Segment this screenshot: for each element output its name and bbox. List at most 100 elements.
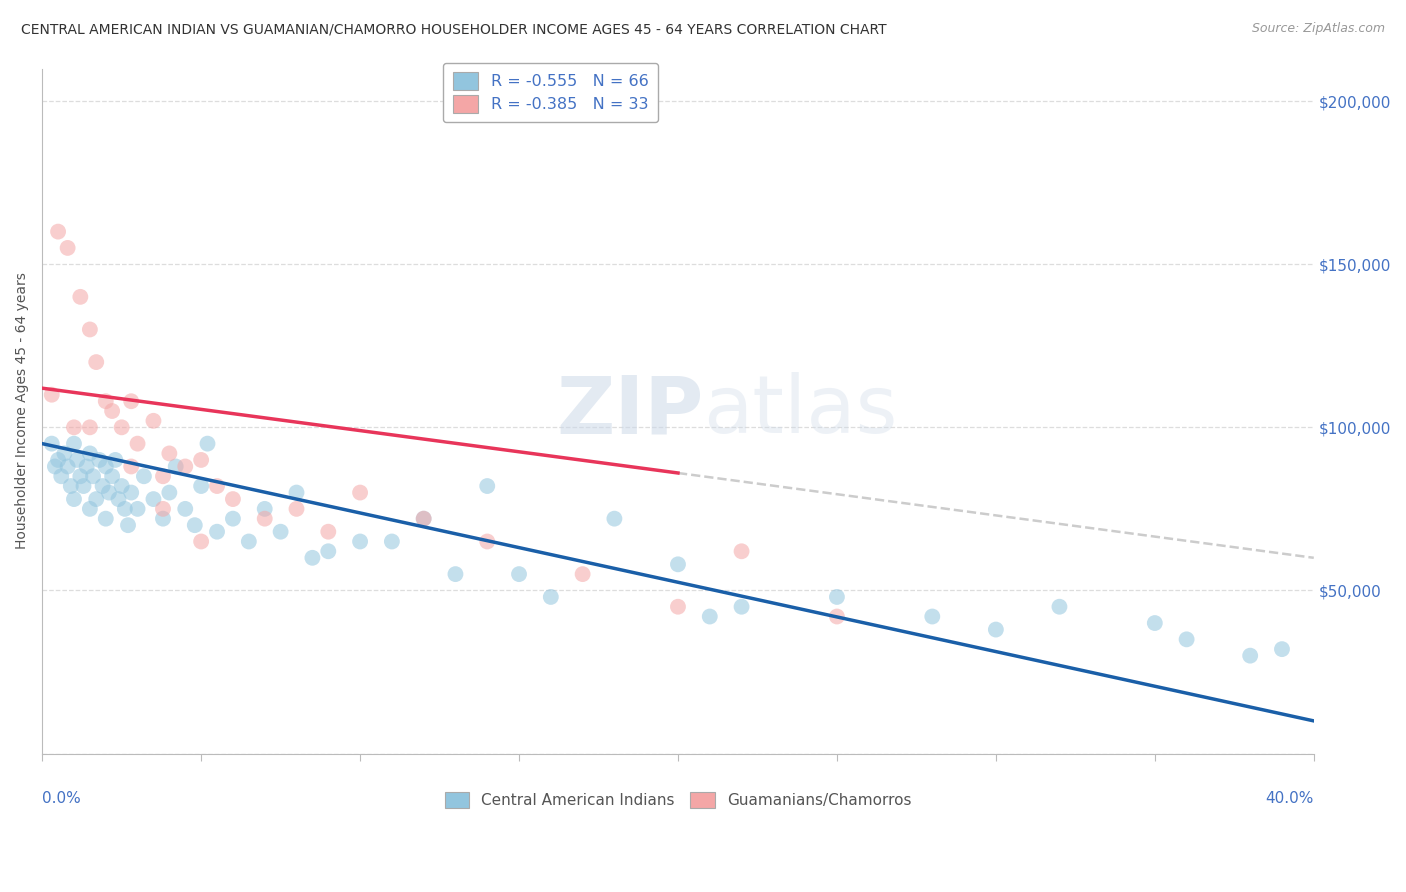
- Point: [82, 469, 104, 483]
- Point: [63, 492, 86, 507]
- Point: [120, 485, 142, 500]
- Point: [63, 436, 86, 450]
- Point: [1175, 632, 1198, 647]
- Point: [114, 501, 136, 516]
- Point: [132, 469, 155, 483]
- Point: [101, 404, 124, 418]
- Point: [603, 511, 626, 525]
- Point: [349, 485, 371, 500]
- Point: [51, 469, 73, 483]
- Point: [1271, 642, 1294, 657]
- Point: [84, 355, 107, 369]
- Point: [46, 225, 69, 239]
- Point: [253, 501, 276, 516]
- Point: [89, 453, 111, 467]
- Point: [127, 501, 149, 516]
- Point: [730, 599, 752, 614]
- Point: [349, 534, 371, 549]
- Point: [79, 322, 101, 336]
- Point: [94, 459, 117, 474]
- Point: [270, 524, 292, 539]
- Point: [53, 446, 76, 460]
- Point: [1143, 615, 1166, 630]
- Point: [666, 599, 689, 614]
- Text: ZIP: ZIP: [557, 372, 703, 450]
- Point: [72, 479, 94, 493]
- Point: [41, 387, 63, 401]
- Point: [921, 609, 943, 624]
- Point: [316, 524, 339, 539]
- Point: [316, 544, 339, 558]
- Point: [79, 501, 101, 516]
- Point: [44, 459, 66, 474]
- Point: [104, 453, 127, 467]
- Point: [666, 558, 689, 572]
- Point: [66, 453, 89, 467]
- Point: [142, 414, 165, 428]
- Text: 40.0%: 40.0%: [1265, 791, 1313, 806]
- Point: [111, 420, 134, 434]
- Text: CENTRAL AMERICAN INDIAN VS GUAMANIAN/CHAMORRO HOUSEHOLDER INCOME AGES 45 - 64 YE: CENTRAL AMERICAN INDIAN VS GUAMANIAN/CHA…: [21, 22, 887, 37]
- Point: [540, 590, 562, 604]
- Point: [79, 446, 101, 460]
- Point: [56, 459, 79, 474]
- Point: [222, 511, 245, 525]
- Point: [190, 453, 212, 467]
- Point: [477, 534, 499, 549]
- Point: [1049, 599, 1071, 614]
- Point: [190, 479, 212, 493]
- Point: [174, 459, 197, 474]
- Point: [412, 511, 434, 525]
- Point: [69, 469, 91, 483]
- Point: [197, 436, 219, 450]
- Point: [825, 609, 848, 624]
- Point: [142, 492, 165, 507]
- Point: [412, 511, 434, 525]
- Point: [152, 511, 174, 525]
- Point: [477, 479, 499, 493]
- Point: [107, 492, 129, 507]
- Point: [120, 459, 142, 474]
- Point: [184, 518, 207, 533]
- Point: [508, 567, 530, 582]
- Point: [94, 511, 117, 525]
- Point: [63, 420, 86, 434]
- Point: [91, 479, 114, 493]
- Point: [825, 590, 848, 604]
- Point: [205, 524, 228, 539]
- Point: [190, 534, 212, 549]
- Point: [41, 436, 63, 450]
- Y-axis label: Householder Income Ages 45 - 64 years: Householder Income Ages 45 - 64 years: [15, 273, 30, 549]
- Legend: Central American Indians, Guamanians/Chamorros: Central American Indians, Guamanians/Cha…: [439, 786, 917, 814]
- Point: [205, 479, 228, 493]
- Point: [285, 501, 308, 516]
- Point: [152, 501, 174, 516]
- Text: Source: ZipAtlas.com: Source: ZipAtlas.com: [1251, 22, 1385, 36]
- Point: [117, 518, 139, 533]
- Point: [174, 501, 197, 516]
- Point: [84, 492, 107, 507]
- Point: [157, 485, 180, 500]
- Point: [94, 394, 117, 409]
- Point: [238, 534, 260, 549]
- Point: [571, 567, 593, 582]
- Point: [101, 469, 124, 483]
- Point: [111, 479, 134, 493]
- Point: [730, 544, 752, 558]
- Point: [127, 436, 149, 450]
- Point: [76, 459, 98, 474]
- Point: [301, 550, 323, 565]
- Point: [59, 479, 82, 493]
- Point: [699, 609, 721, 624]
- Text: atlas: atlas: [703, 372, 898, 450]
- Point: [56, 241, 79, 255]
- Point: [285, 485, 308, 500]
- Point: [79, 420, 101, 434]
- Point: [69, 290, 91, 304]
- Point: [165, 459, 187, 474]
- Point: [222, 492, 245, 507]
- Point: [1239, 648, 1261, 663]
- Point: [97, 485, 120, 500]
- Point: [253, 511, 276, 525]
- Point: [157, 446, 180, 460]
